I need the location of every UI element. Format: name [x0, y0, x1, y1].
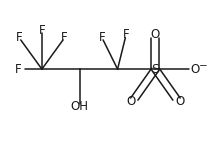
Text: O: O — [151, 28, 160, 41]
Text: S: S — [151, 63, 159, 76]
Text: F: F — [39, 24, 45, 37]
Text: F: F — [99, 31, 105, 44]
Text: O: O — [175, 95, 185, 108]
Text: O: O — [126, 95, 136, 108]
Text: OH: OH — [71, 100, 89, 113]
Text: F: F — [123, 28, 130, 41]
Text: F: F — [16, 31, 23, 44]
Text: −: − — [198, 61, 207, 71]
Text: F: F — [15, 63, 22, 76]
Text: F: F — [61, 31, 67, 44]
Text: O: O — [191, 63, 200, 76]
